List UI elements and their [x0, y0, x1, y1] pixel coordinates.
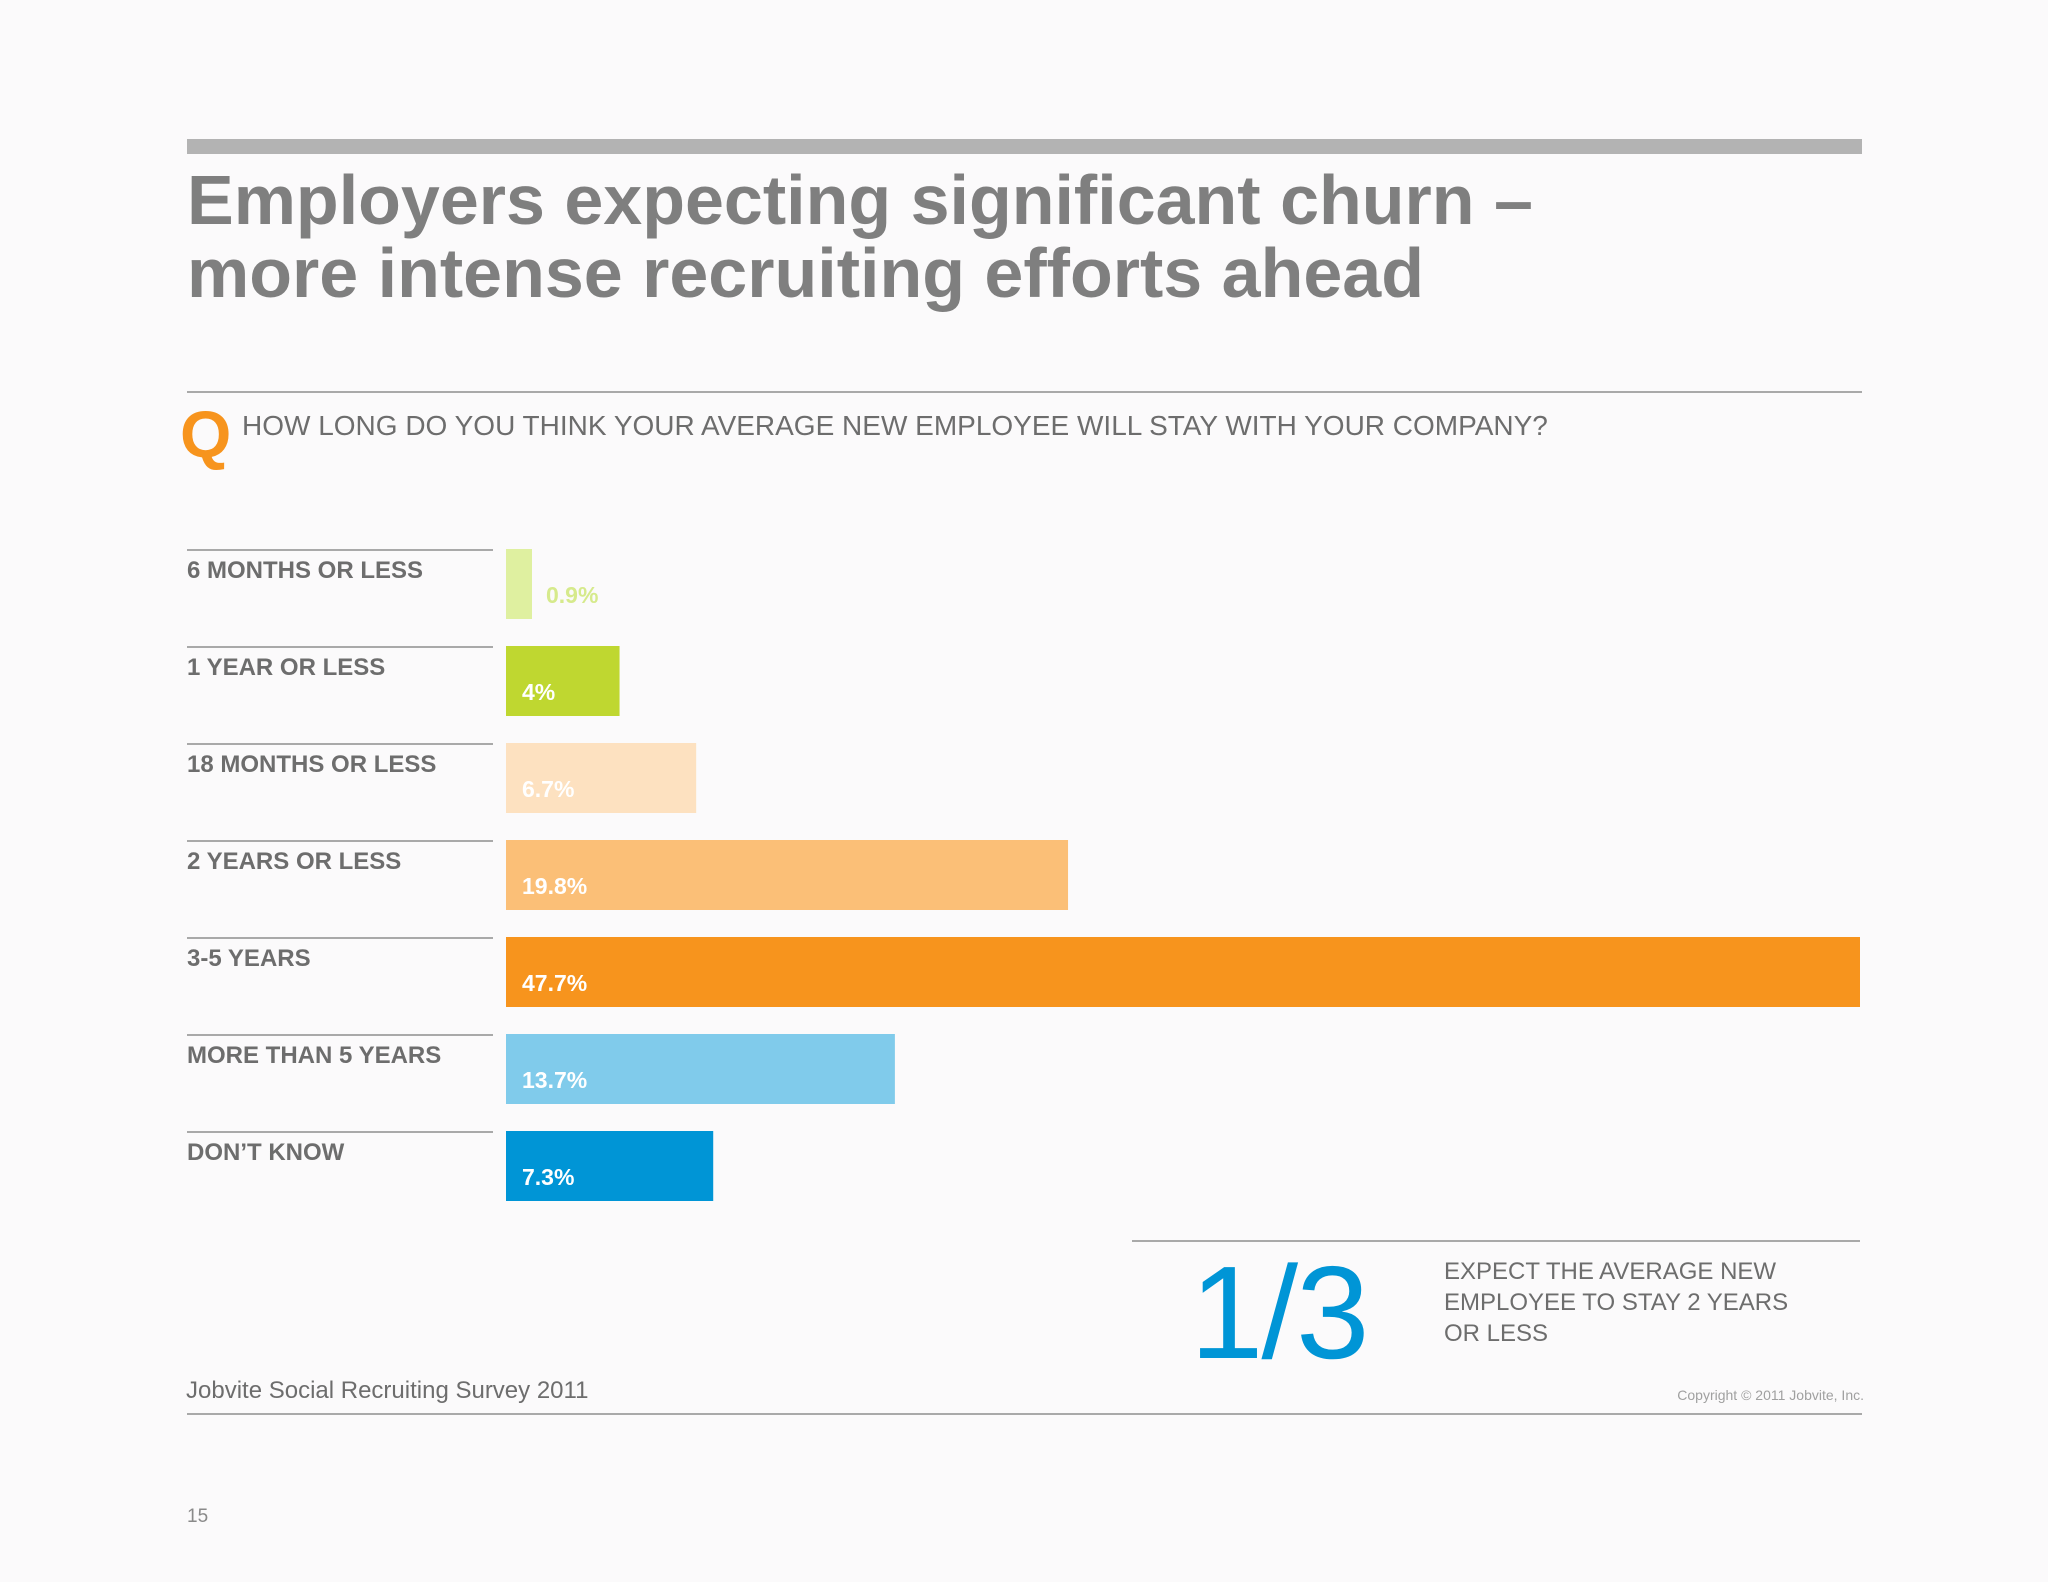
- bar: [506, 937, 1860, 1007]
- stat-fraction: 1/3: [1190, 1239, 1369, 1386]
- category-label: 18 MONTHS OR LESS: [187, 751, 436, 778]
- bar-row: DON’T KNOW 7.3%: [187, 1131, 714, 1201]
- source-note: Jobvite Social Recruiting Survey 2011: [186, 1377, 589, 1404]
- stat-caption: EXPECT THE AVERAGE NEW EMPLOYEE TO STAY …: [1444, 1256, 1824, 1349]
- question-rule: [187, 391, 1862, 393]
- category-label: MORE THAN 5 YEARS: [187, 1042, 441, 1069]
- page-title: Employers expecting significant churn – …: [187, 164, 1687, 310]
- row-rule: [187, 646, 493, 648]
- top-rule: [187, 139, 1862, 154]
- bar-row: 1 YEAR OR LESS 4%: [187, 646, 620, 716]
- bar: [506, 646, 620, 716]
- category-label: 2 YEARS OR LESS: [187, 848, 401, 875]
- page-number: 15: [187, 1506, 209, 1527]
- stat-caption-line-1: EXPECT THE AVERAGE NEW: [1444, 1258, 1777, 1285]
- row-rule: [187, 1131, 493, 1133]
- question-mark-icon: Q: [180, 397, 232, 471]
- value-label: 4%: [522, 679, 555, 705]
- bar: [506, 1034, 895, 1104]
- stat-rule: [1132, 1240, 1860, 1242]
- value-label: 0.9%: [546, 582, 598, 608]
- question-text: HOW LONG DO YOU THINK YOUR AVERAGE NEW E…: [242, 410, 1548, 441]
- row-rule: [187, 549, 493, 551]
- category-label: DON’T KNOW: [187, 1139, 345, 1166]
- bar-row: 3-5 YEARS 47.7%: [187, 937, 1860, 1007]
- stat-caption-line-2: EMPLOYEE TO STAY 2 YEARS: [1444, 1289, 1789, 1316]
- value-label: 19.8%: [522, 873, 587, 899]
- bar-row: 18 MONTHS OR LESS 6.7%: [187, 743, 697, 813]
- category-label: 1 YEAR OR LESS: [187, 654, 385, 681]
- row-rule: [187, 1034, 493, 1036]
- title-line-1: Employers expecting significant churn –: [187, 161, 1533, 239]
- bar: [506, 743, 697, 813]
- row-rule: [187, 743, 493, 745]
- copyright-note: Copyright © 2011 Jobvite, Inc.: [1677, 1387, 1864, 1403]
- bar-row: 6 MONTHS OR LESS 0.9%: [187, 549, 598, 619]
- value-label: 13.7%: [522, 1067, 587, 1093]
- category-label: 6 MONTHS OR LESS: [187, 557, 423, 584]
- bar: [506, 840, 1069, 910]
- value-label: 6.7%: [522, 776, 574, 802]
- bar: [506, 1131, 714, 1201]
- value-label: 7.3%: [522, 1164, 574, 1190]
- value-label: 47.7%: [522, 970, 587, 996]
- bar-row: MORE THAN 5 YEARS 13.7%: [187, 1034, 895, 1104]
- bottom-rule: [187, 1413, 1862, 1415]
- stat-caption-line-3: OR LESS: [1444, 1320, 1549, 1347]
- title-line-2: more intense recruiting efforts ahead: [187, 234, 1424, 312]
- row-rule: [187, 840, 493, 842]
- row-rule: [187, 937, 493, 939]
- bar: [506, 549, 532, 619]
- bar-row: 2 YEARS OR LESS 19.8%: [187, 840, 1069, 910]
- category-label: 3-5 YEARS: [187, 945, 311, 972]
